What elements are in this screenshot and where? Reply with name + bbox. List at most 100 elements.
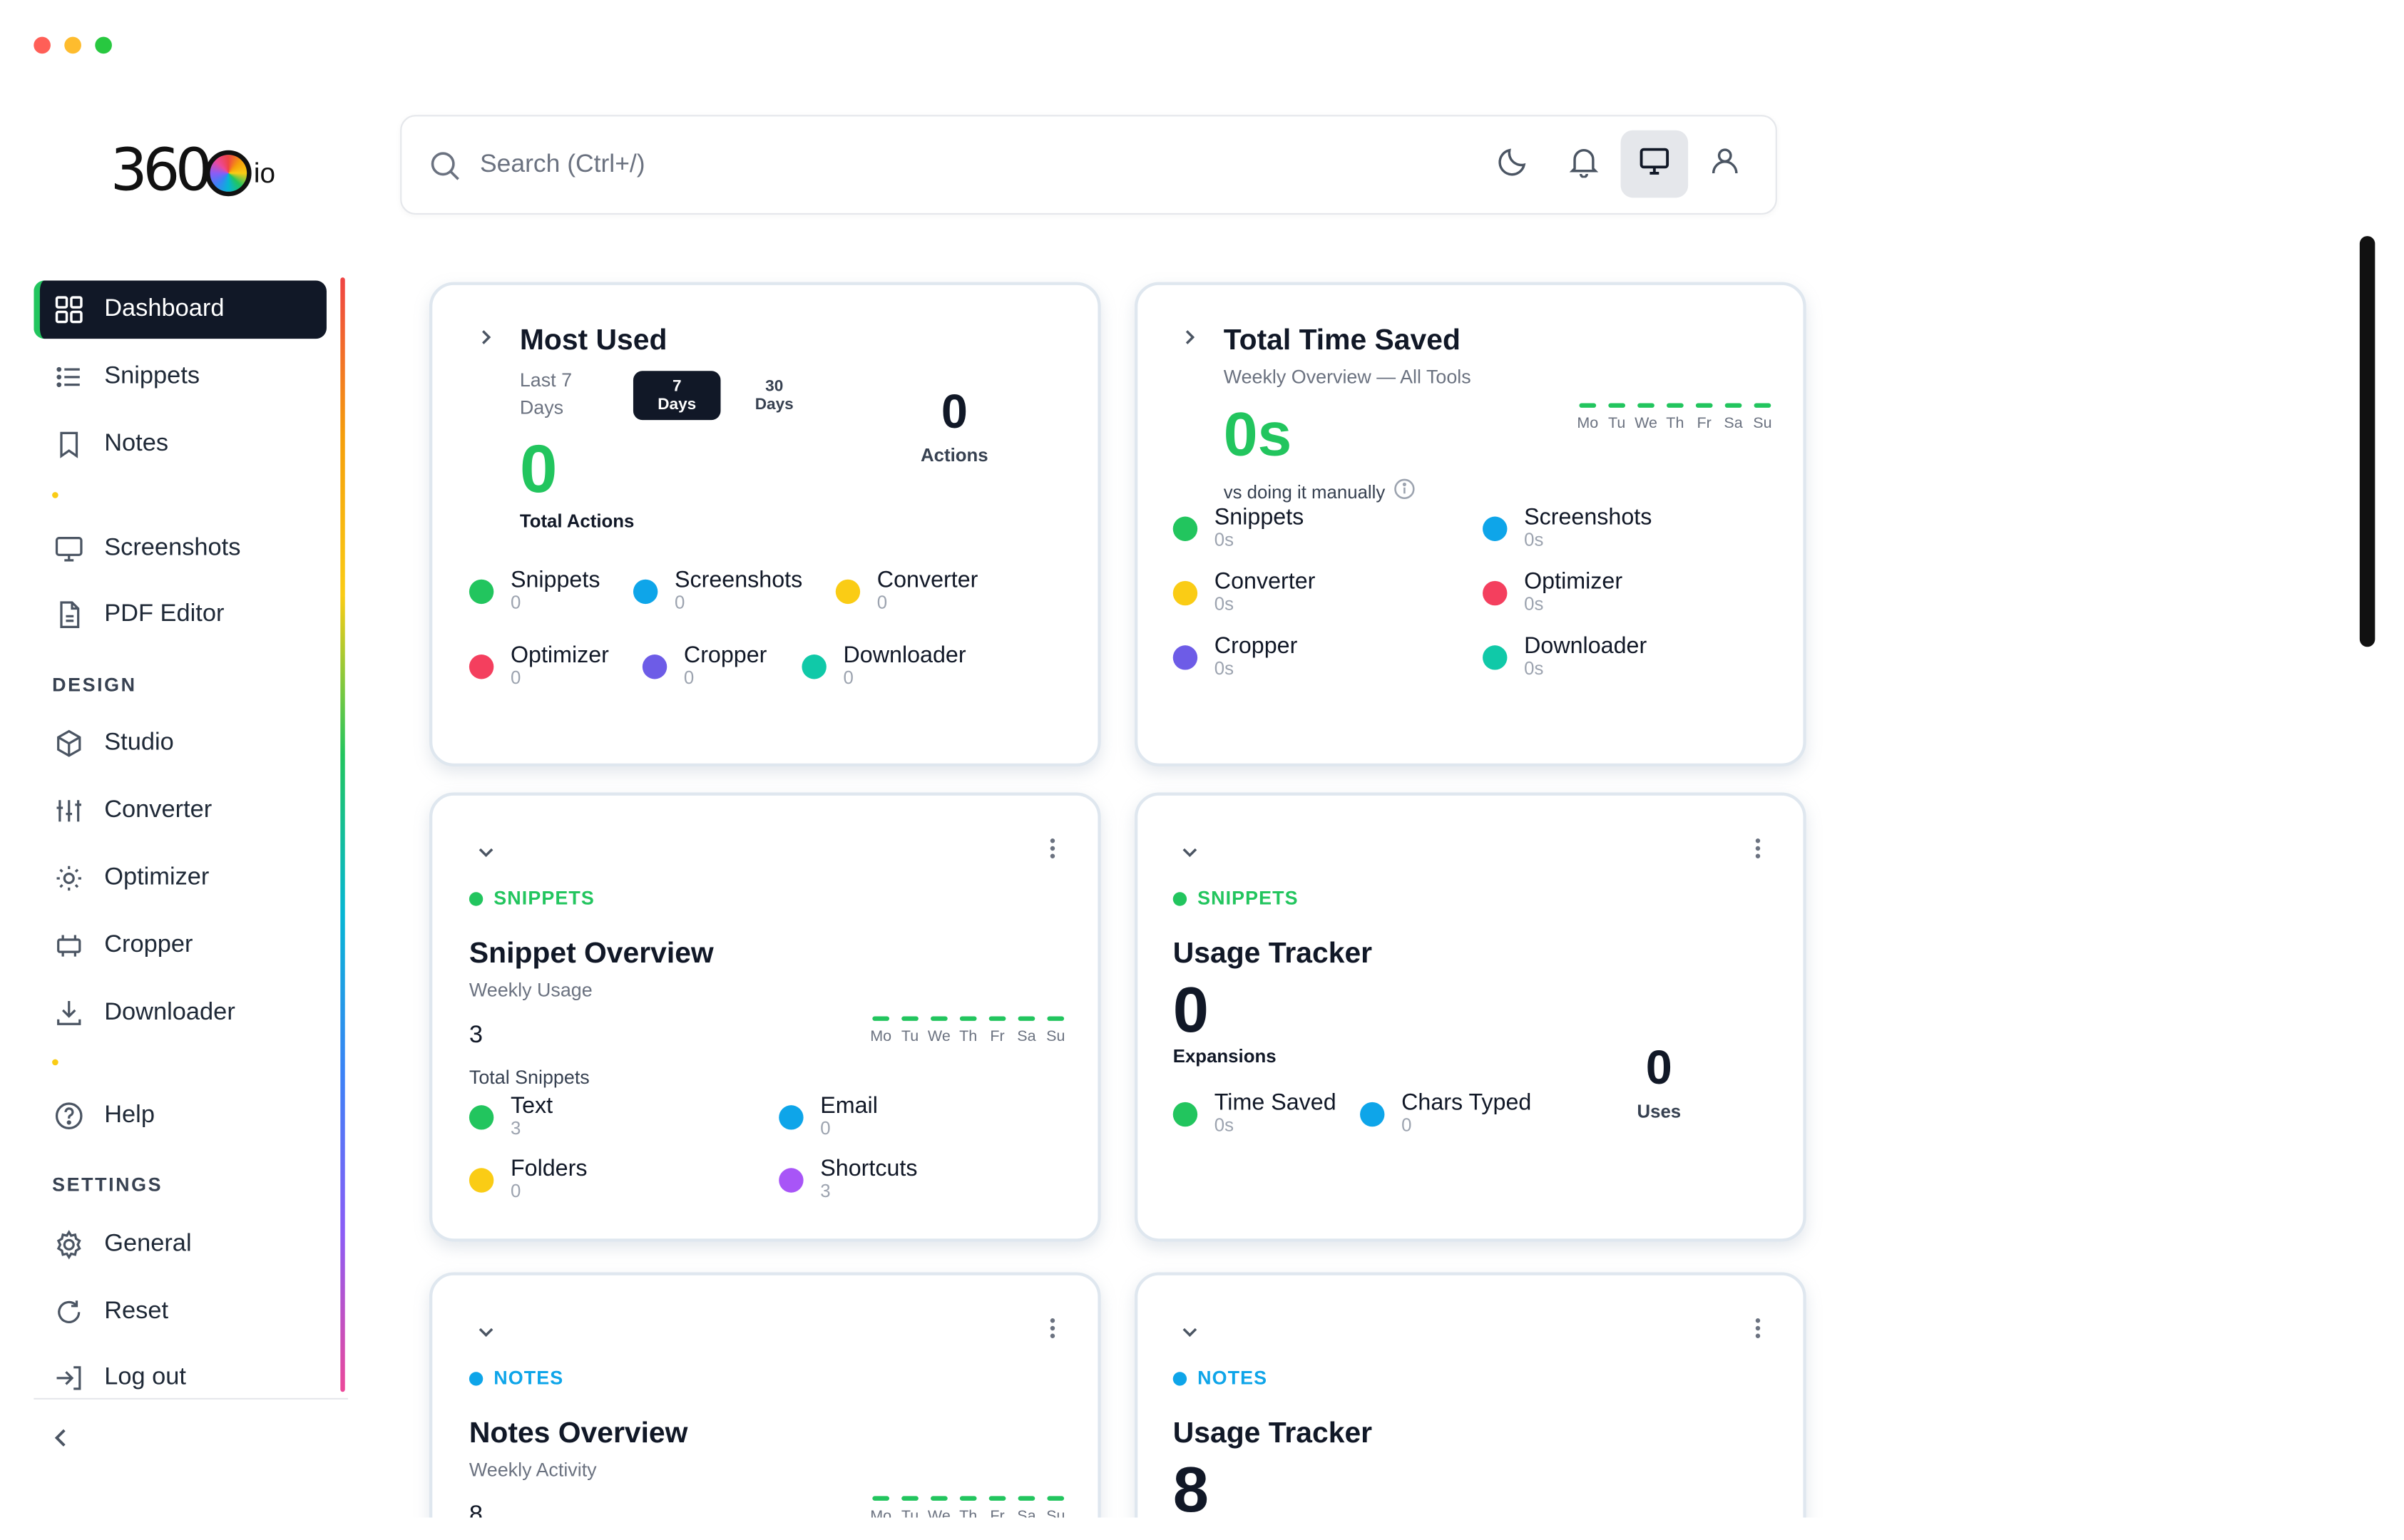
more-options-icon[interactable]: [1050, 1318, 1057, 1338]
range-7-days-button[interactable]: 7 Days: [633, 371, 721, 421]
uses-value: 0: [1645, 1040, 1672, 1095]
collapse-sidebar-button[interactable]: [49, 1426, 73, 1458]
sidebar-item-log-out[interactable]: Log out: [34, 1349, 327, 1407]
actions-label: Actions: [921, 444, 988, 466]
more-options-icon[interactable]: [1755, 838, 1762, 858]
search-icon: [429, 150, 461, 190]
legend-item: Shortcuts 3: [779, 1156, 918, 1200]
window-bottom-edge: [0, 1517, 2404, 1540]
range-label: Last 7 Days: [519, 369, 573, 419]
scrollbar-thumb[interactable]: [2359, 236, 2375, 647]
sidebar-item-help[interactable]: Help: [34, 1087, 327, 1145]
sidebar-divider-dot: [52, 1059, 58, 1066]
snippet-usage-tracker-card: SNIPPETS Usage Tracker 0 Expansions 0 Us…: [1135, 792, 1806, 1242]
expand-time-saved-button[interactable]: [1181, 327, 1200, 354]
card-title: Most Used: [519, 324, 668, 357]
close-window-button[interactable]: [34, 36, 51, 54]
sidebar-item-notes[interactable]: Notes: [34, 416, 327, 474]
logo-color-wheel-icon: [205, 150, 251, 197]
monitor-icon: [52, 532, 86, 565]
sidebar-item-label: Dashboard: [104, 295, 225, 322]
chevron-down-icon: [1181, 1321, 1200, 1348]
list-icon: [52, 360, 86, 394]
expansions-label: Expansions: [1172, 1045, 1277, 1067]
help-circle-icon: [52, 1099, 86, 1133]
manual-comparison-note: vs doing it manually: [1224, 478, 1416, 505]
sidebar-item-general[interactable]: General: [34, 1216, 327, 1274]
collapse-card-button[interactable]: [477, 841, 496, 869]
sidebar-item-label: Converter: [104, 797, 213, 823]
legend-item: Optimizer 0: [469, 642, 609, 687]
day-column: Sa: [1722, 403, 1744, 432]
sidebar-item-studio[interactable]: Studio: [34, 714, 327, 773]
day-column: Sa: [1015, 1016, 1038, 1045]
collapse-card-button[interactable]: [1181, 841, 1200, 869]
day-column: We: [928, 1016, 951, 1045]
sidebar-item-label: Downloader: [104, 999, 235, 1026]
total-snippets-value: 3: [469, 1022, 484, 1049]
section-heading-settings: SETTINGS: [52, 1174, 163, 1196]
notes-usage-tracker-card: NOTES Usage Tracker 8: [1135, 1272, 1806, 1540]
zoom-window-button[interactable]: [95, 36, 112, 54]
log-out-icon: [52, 1361, 86, 1395]
info-icon[interactable]: [1394, 478, 1416, 505]
display-mode-button[interactable]: [1620, 130, 1689, 198]
dark-mode-button[interactable]: [1480, 130, 1548, 198]
sidebar-item-cropper[interactable]: Cropper: [34, 917, 327, 975]
legend-item: Cropper 0s: [1172, 633, 1297, 677]
card-subtitle: Weekly Overview — All Tools: [1223, 366, 1471, 388]
weekly-chart: Mo Tu We Th Fr Sa Su: [869, 1016, 1067, 1045]
more-options-icon[interactable]: [1755, 1318, 1762, 1338]
day-column: Su: [1044, 1016, 1067, 1045]
search-bar: Search (Ctrl+/): [400, 115, 1777, 215]
sidebar-item-label: Log out: [104, 1364, 186, 1391]
sidebar-item-reset[interactable]: Reset: [34, 1283, 327, 1342]
legend-item: Snippets 0: [469, 568, 600, 612]
sidebar-item-label: PDF Editor: [104, 600, 225, 627]
notes-value: 8: [1172, 1453, 1209, 1526]
sidebar-item-screenshots[interactable]: Screenshots: [34, 520, 327, 578]
range-30-days-button[interactable]: 30 Days: [755, 376, 794, 414]
sidebar-item-label: Reset: [104, 1298, 169, 1325]
legend-item: Time Saved 0s: [1172, 1090, 1336, 1134]
sidebar-item-label: Optimizer: [104, 864, 210, 891]
chevron-right-icon: [1181, 327, 1200, 353]
expand-most-used-button[interactable]: [477, 327, 496, 354]
day-column: Su: [1751, 403, 1774, 432]
day-column: Tu: [1605, 403, 1628, 432]
sidebar-item-converter[interactable]: Converter: [34, 782, 327, 841]
legend-item: Cropper 0: [642, 642, 767, 687]
collapse-card-button[interactable]: [1181, 1321, 1200, 1349]
day-column: Fr: [1693, 403, 1716, 432]
profile-button[interactable]: [1691, 130, 1759, 198]
grid-icon: [52, 293, 86, 327]
search-input[interactable]: Search (Ctrl+/): [479, 150, 645, 178]
card-title: Usage Tracker: [1172, 1417, 1373, 1450]
card-subtitle: Weekly Activity: [469, 1459, 597, 1481]
sidebar-item-pdf-editor[interactable]: PDF Editor: [34, 585, 327, 644]
sidebar-item-downloader[interactable]: Downloader: [34, 984, 327, 1042]
sidebar-item-optimizer[interactable]: Optimizer: [34, 849, 327, 908]
day-column: Mo: [869, 1016, 892, 1045]
chevron-down-icon: [477, 841, 496, 868]
collapse-card-button[interactable]: [477, 1321, 496, 1349]
sidebar-item-dashboard[interactable]: Dashboard: [34, 280, 327, 339]
day-column: Fr: [986, 1016, 1008, 1045]
sidebar-item-label: Snippets: [104, 363, 200, 390]
cube-icon: [52, 727, 86, 760]
day-column: Tu: [899, 1016, 921, 1045]
refresh-icon: [52, 1295, 86, 1329]
category-tag: SNIPPETS: [1172, 888, 1299, 909]
legend-item: Downloader 0s: [1483, 633, 1647, 677]
sidebar-item-snippets[interactable]: Snippets: [34, 348, 327, 406]
legend-item: Screenshots 0s: [1483, 504, 1652, 549]
section-heading-design: DESIGN: [52, 674, 137, 697]
notifications-button[interactable]: [1550, 130, 1618, 198]
card-subtitle: Weekly Usage: [469, 979, 593, 1001]
more-options-icon[interactable]: [1050, 838, 1057, 858]
minimize-window-button[interactable]: [64, 36, 81, 54]
snippet-overview-card: SNIPPETS Snippet Overview Weekly Usage 3…: [429, 792, 1101, 1242]
converter-icon: [52, 794, 86, 828]
day-column: We: [1635, 403, 1657, 432]
gear-icon: [52, 1228, 86, 1261]
